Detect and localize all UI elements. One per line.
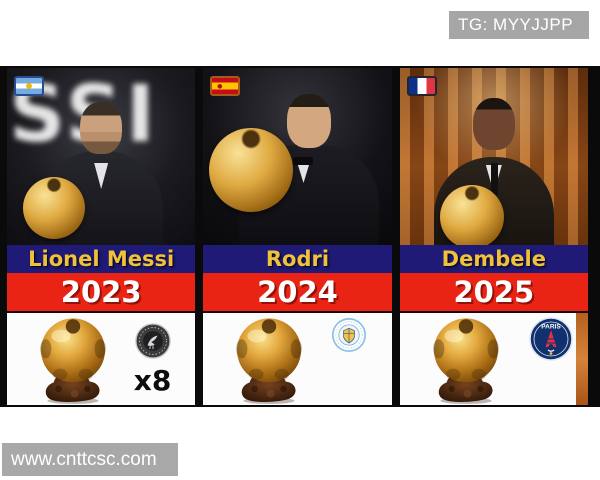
telegram-badge-text: TG: MYYJJPP (458, 15, 574, 34)
inter-miami-logo-icon (135, 323, 172, 359)
ballon-dor-ball-icon (209, 128, 294, 212)
award-year: 2024 (257, 275, 338, 309)
ballon-dor-trophy-icon (236, 318, 303, 404)
award-year-banner: 2024 (203, 273, 392, 313)
france-flag-icon (406, 76, 437, 96)
watermark: www.cnttcsc.com (2, 443, 178, 476)
award-year: 2023 (60, 275, 142, 309)
player-name-banner: Dembele (399, 245, 588, 273)
manchester-city-logo-icon (331, 318, 366, 352)
ballon-dor-trophy-icon (40, 318, 106, 404)
winner-column-2023: SSI Lionel Messi 2023 (7, 68, 196, 405)
trophy-panel: x8 (7, 313, 196, 405)
winner-column-2024: Rodri 2024 (203, 68, 392, 405)
watermark-text: www.cnttcsc.com (11, 449, 157, 470)
award-year-banner: 2025 (399, 273, 588, 313)
award-year-banner: 2023 (7, 273, 196, 313)
ballon-dor-trophy-icon (432, 318, 499, 404)
player-photo-rodri (203, 68, 392, 245)
spain-flag-icon (210, 76, 241, 96)
player-photo-dembele (399, 68, 588, 245)
trophy-panel: PARIS (399, 313, 588, 405)
ballon-dor-ball-icon (439, 185, 504, 245)
winners-strip: SSI Lionel Messi 2023 (0, 66, 600, 407)
player-bowtie (293, 157, 314, 165)
player-head (287, 94, 332, 148)
psg-logo-icon: PARIS (529, 317, 573, 361)
psg-logo-text: PARIS (541, 324, 561, 331)
player-tie (490, 163, 498, 195)
ballon-dor-ball-icon (23, 177, 85, 239)
argentina-flag-icon (14, 76, 44, 96)
award-year: 2025 (453, 275, 535, 309)
player-head (472, 98, 515, 150)
player-name-banner: Rodri (203, 245, 392, 273)
player-name: Dembele (441, 247, 546, 271)
player-name: Lionel Messi (28, 247, 175, 271)
player-name-banner: Lionel Messi (7, 245, 196, 273)
trophy-panel (203, 313, 392, 405)
player-name: Rodri (265, 247, 330, 271)
winner-column-2025: Dembele 2025 (399, 68, 588, 405)
telegram-badge: TG: MYYJJPP (449, 11, 589, 39)
player-photo-messi: SSI (7, 68, 196, 245)
award-count-label: x8 (133, 364, 172, 397)
player-head (80, 102, 123, 154)
photo-edge-sliver (575, 313, 588, 405)
